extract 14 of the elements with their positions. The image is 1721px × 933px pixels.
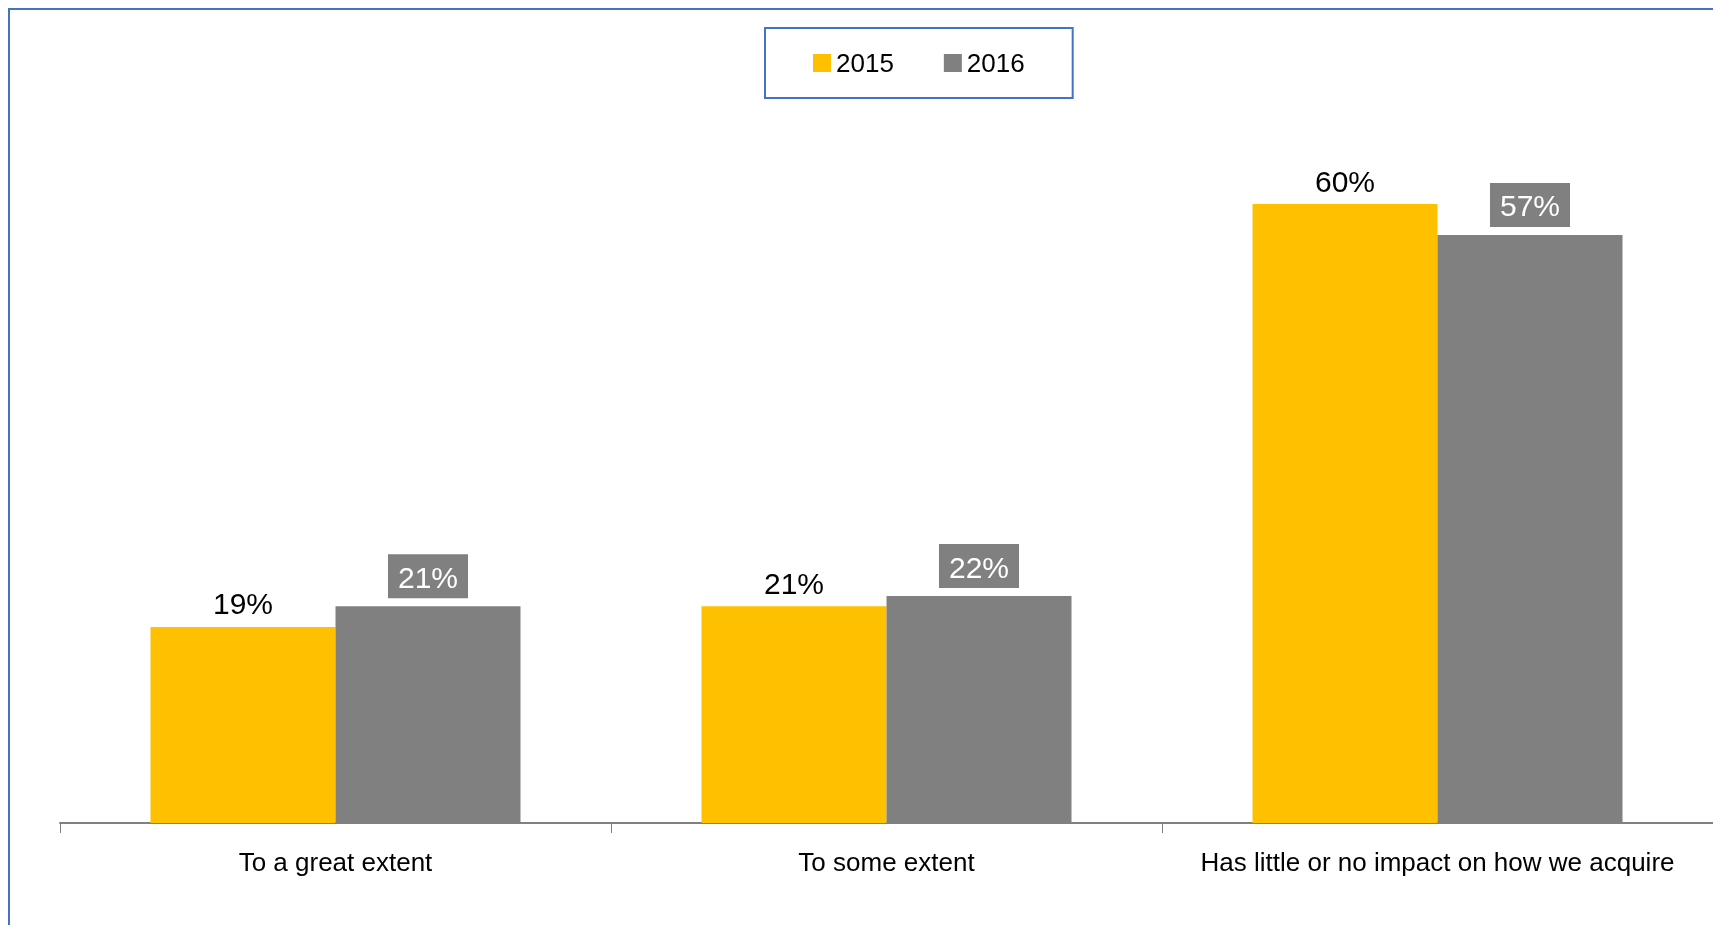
x-tick-label: Has little or no impact on how we acquire — [1200, 847, 1675, 877]
bar — [1252, 204, 1438, 823]
data-label: 21% — [763, 566, 825, 600]
data-label: 60% — [1314, 164, 1376, 198]
x-tick-label: To a great extent — [238, 847, 434, 877]
bar — [150, 626, 336, 823]
legend-label: 2016 — [966, 48, 1025, 78]
data-label: 19% — [212, 587, 274, 621]
data-label: 57% — [1499, 189, 1561, 223]
x-tick-label: To some extent — [798, 847, 976, 877]
data-label: 21% — [397, 560, 459, 594]
legend-label: 2015 — [836, 48, 894, 78]
bar — [701, 606, 887, 823]
data-label: 22% — [948, 550, 1010, 584]
